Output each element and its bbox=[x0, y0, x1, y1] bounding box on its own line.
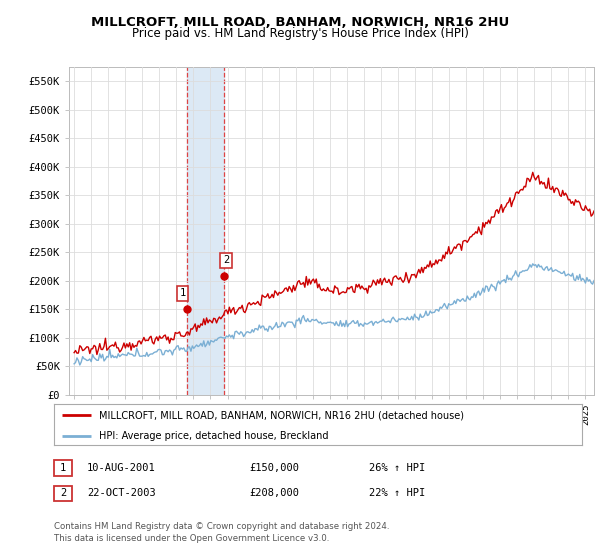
Text: 1: 1 bbox=[60, 463, 66, 473]
Bar bbox=[187, 67, 224, 395]
Text: £150,000: £150,000 bbox=[249, 463, 299, 473]
Text: HPI: Average price, detached house, Breckland: HPI: Average price, detached house, Brec… bbox=[99, 431, 328, 441]
Text: 1: 1 bbox=[179, 288, 186, 298]
Text: 10-AUG-2001: 10-AUG-2001 bbox=[87, 463, 156, 473]
Text: Price paid vs. HM Land Registry's House Price Index (HPI): Price paid vs. HM Land Registry's House … bbox=[131, 27, 469, 40]
Text: 22% ↑ HPI: 22% ↑ HPI bbox=[369, 488, 425, 498]
Text: 2: 2 bbox=[60, 488, 66, 498]
Text: MILLCROFT, MILL ROAD, BANHAM, NORWICH, NR16 2HU (detached house): MILLCROFT, MILL ROAD, BANHAM, NORWICH, N… bbox=[99, 410, 464, 421]
Text: 2: 2 bbox=[223, 255, 229, 265]
Text: Contains HM Land Registry data © Crown copyright and database right 2024.
This d: Contains HM Land Registry data © Crown c… bbox=[54, 522, 389, 543]
Text: 22-OCT-2003: 22-OCT-2003 bbox=[87, 488, 156, 498]
Text: 26% ↑ HPI: 26% ↑ HPI bbox=[369, 463, 425, 473]
Text: £208,000: £208,000 bbox=[249, 488, 299, 498]
Text: MILLCROFT, MILL ROAD, BANHAM, NORWICH, NR16 2HU: MILLCROFT, MILL ROAD, BANHAM, NORWICH, N… bbox=[91, 16, 509, 29]
